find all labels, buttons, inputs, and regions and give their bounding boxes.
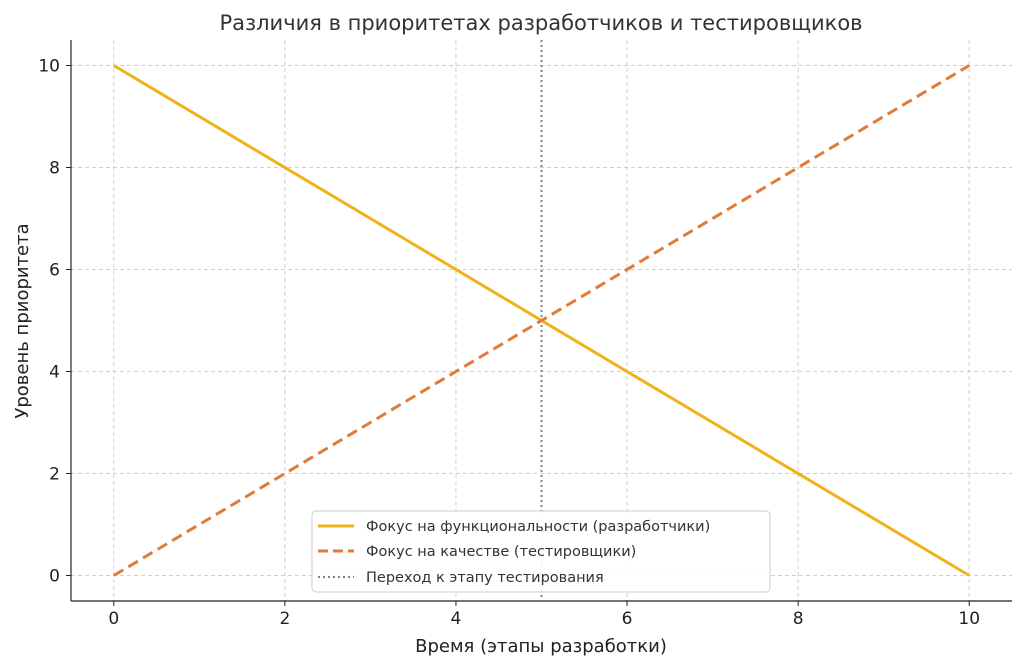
x-tick-label-0: 0 [108,609,119,629]
x-tick-label-10: 10 [958,609,980,629]
y-tick-label-6: 6 [49,261,60,281]
x-axis-label: Время (этапы разработки) [415,636,667,657]
y-tick-label-0: 0 [49,567,60,587]
x-tick-label-6: 6 [622,609,633,629]
chart-title: Различия в приоритетах разработчиков и т… [219,11,862,35]
legend-label-developers: Фокус на функциональности (разработчики) [366,519,710,535]
x-tick-label-2: 2 [279,609,290,629]
y-tick-label-2: 2 [49,465,60,485]
y-tick-label-10: 10 [38,57,60,77]
x-tick-label-4: 4 [451,609,462,629]
y-axis-label: Уровень приоритета [12,223,33,418]
series-layer [113,40,970,601]
series-line-testers [113,64,970,577]
legend-box [311,510,771,593]
legend-label-transition: Переход к этапу тестирования [366,570,604,586]
x-tick-label-8: 8 [793,609,804,629]
axes: 0 2 4 6 8 10 0 2 4 6 8 10 [38,40,1012,629]
legend: Фокус на функциональности (разработчики)… [311,510,771,593]
legend-label-testers: Фокус на качестве (тестировщики) [366,544,636,560]
y-tick-label-8: 8 [49,159,60,179]
y-tick-label-4: 4 [49,363,60,383]
